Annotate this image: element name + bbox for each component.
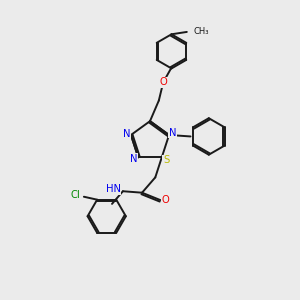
Text: O: O (162, 195, 170, 205)
Text: S: S (163, 155, 169, 165)
Text: Cl: Cl (70, 190, 80, 200)
Text: HN: HN (106, 184, 121, 194)
Text: N: N (169, 128, 176, 138)
Text: N: N (123, 128, 130, 139)
Text: O: O (159, 77, 167, 87)
Text: N: N (130, 154, 138, 164)
Text: CH₃: CH₃ (193, 27, 209, 36)
